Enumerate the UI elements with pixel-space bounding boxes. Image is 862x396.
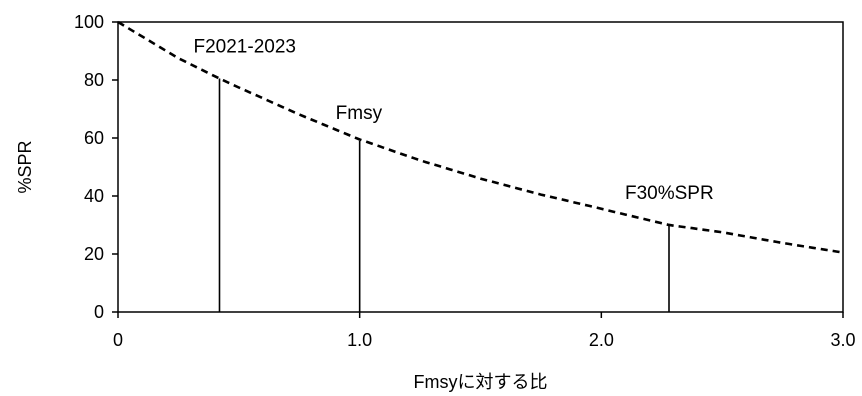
x-axis-title: Fmsyに対する比 xyxy=(414,372,548,392)
y-tick-label: 20 xyxy=(84,244,104,264)
reference-label: F30%SPR xyxy=(625,183,714,204)
reference-label: Fmsy xyxy=(336,103,383,124)
reference-lines xyxy=(218,78,670,312)
y-tick-label: 40 xyxy=(84,186,104,206)
reference-label: F2021-2023 xyxy=(194,37,296,58)
y-tick-label: 80 xyxy=(84,70,104,90)
spr-curve-line xyxy=(117,20,844,254)
x-tick-label: 1.0 xyxy=(347,330,372,350)
y-tick-label: 100 xyxy=(74,12,104,32)
x-tick-label: 3.0 xyxy=(830,330,855,350)
x-tick-label: 0 xyxy=(113,330,123,350)
reference-labels: F2021-2023 Fmsy F30%SPR xyxy=(194,37,714,204)
plot-area xyxy=(117,21,844,313)
y-tick-label: 0 xyxy=(94,302,104,322)
x-tick-label: 2.0 xyxy=(589,330,614,350)
y-axis-ticks: 0 20 40 60 80 100 xyxy=(74,12,118,322)
y-axis-title: %SPR xyxy=(15,140,35,193)
x-axis-ticks: 0 1.0 2.0 3.0 xyxy=(113,312,856,350)
y-tick-label: 60 xyxy=(84,128,104,148)
